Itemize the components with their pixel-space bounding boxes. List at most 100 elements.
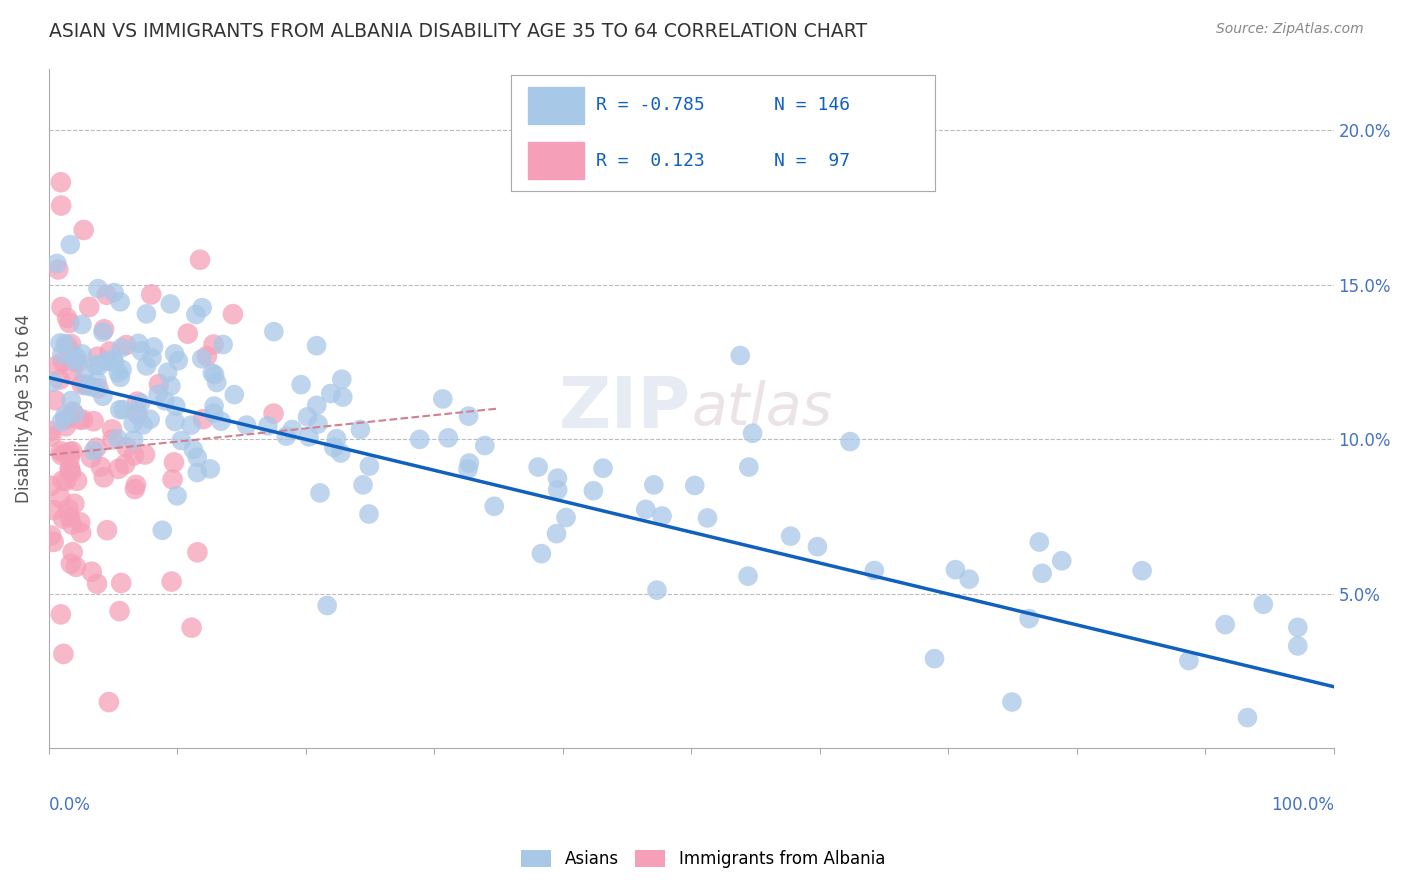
Point (1001, 695, 1024, 709)
Point (59, 462, 82, 476)
Point (86, 350, 108, 364)
Point (779, 529, 801, 543)
Point (205, 376, 228, 390)
Point (63, 497, 86, 511)
Point (69, 516, 91, 530)
Point (58, 502, 80, 516)
Point (49, 372, 72, 386)
Point (53, 409, 76, 423)
Point (51, 448, 73, 462)
Point (46, 262, 69, 277)
Point (204, 368, 226, 382)
Point (1286, 639, 1309, 653)
Point (135, 307, 157, 321)
Point (53, 446, 76, 460)
Point (643, 478, 665, 492)
Point (1213, 617, 1236, 632)
Point (60, 517, 83, 532)
Point (59, 237, 82, 252)
Point (1031, 566, 1053, 581)
Point (62, 405, 84, 419)
Point (134, 448, 156, 462)
Point (45, 256, 67, 270)
Point (357, 507, 380, 521)
Point (257, 418, 280, 433)
Point (332, 390, 354, 404)
Point (527, 460, 550, 475)
Point (180, 621, 202, 635)
Point (180, 418, 202, 433)
Point (52, 354, 75, 368)
Point (73, 365, 96, 379)
Point (51, 415, 73, 429)
Point (546, 526, 568, 541)
Point (87, 381, 110, 395)
Point (58, 316, 80, 330)
Point (165, 399, 187, 413)
Text: 0.0%: 0.0% (49, 796, 91, 814)
Point (129, 343, 152, 358)
Point (290, 377, 312, 392)
Point (86, 374, 108, 388)
Point (90, 459, 112, 474)
Point (111, 362, 134, 376)
Point (72, 413, 94, 427)
Point (1050, 554, 1073, 568)
Point (110, 341, 132, 355)
Text: 100.0%: 100.0% (1271, 796, 1334, 814)
Point (60, 337, 83, 351)
Point (298, 430, 321, 444)
Point (98, 344, 121, 359)
Point (125, 404, 148, 418)
Point (457, 409, 479, 423)
Point (86, 576, 108, 591)
Point (65, 560, 87, 574)
Point (741, 426, 763, 441)
Point (160, 574, 183, 589)
Point (150, 523, 173, 537)
Point (60, 444, 83, 458)
Point (329, 446, 352, 460)
Point (806, 540, 828, 554)
Point (51, 347, 73, 361)
Point (209, 414, 232, 428)
Point (49, 175, 72, 189)
Point (70, 525, 93, 540)
Point (186, 450, 208, 465)
Point (49, 198, 72, 212)
Point (170, 434, 193, 448)
Point (49, 607, 72, 622)
Point (66, 351, 89, 365)
Point (200, 462, 222, 476)
Point (52, 474, 75, 488)
Point (49, 491, 72, 505)
Point (91, 389, 114, 403)
Point (122, 417, 145, 431)
Point (193, 412, 215, 426)
Point (55, 336, 77, 351)
Point (51, 300, 73, 314)
Point (325, 432, 347, 446)
Point (437, 431, 460, 445)
Point (128, 336, 150, 351)
Point (281, 423, 304, 437)
Point (107, 366, 129, 380)
Point (108, 402, 131, 417)
Point (683, 478, 706, 492)
Point (122, 433, 145, 447)
Point (184, 308, 207, 322)
Point (87, 282, 110, 296)
Point (96, 287, 118, 301)
Point (191, 301, 214, 315)
Point (110, 294, 132, 309)
Point (39, 528, 62, 542)
Point (55, 412, 77, 426)
Point (201, 366, 224, 380)
Point (305, 339, 328, 353)
Point (127, 408, 149, 422)
Point (555, 510, 578, 524)
Point (696, 511, 718, 525)
Point (582, 483, 605, 498)
Point (547, 471, 569, 485)
Point (42, 535, 65, 549)
